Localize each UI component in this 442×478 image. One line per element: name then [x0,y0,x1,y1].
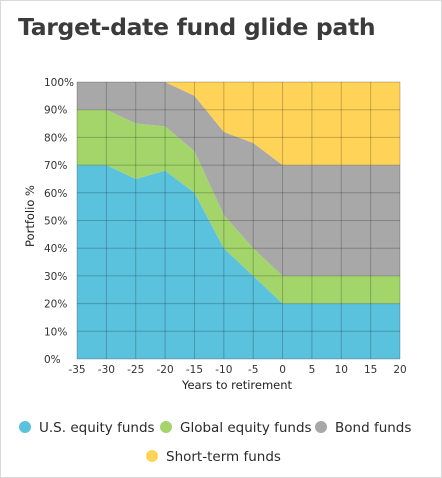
legend-label: Short-term funds [166,449,281,465]
legend-swatch [160,421,172,433]
y-tick-label: 0% [44,354,61,366]
y-tick-label: 20% [44,299,67,311]
x-tick-label: -35 [68,364,85,376]
x-tick-labels: -35 -30 -25 -20 -15 -10 -5 0 5 10 15 20 [68,364,406,376]
x-tick-label: 20 [393,364,406,376]
y-tick-label: 60% [44,188,67,200]
area-global-equity-funds [77,109,400,304]
legend-label: Global equity funds [180,420,312,436]
x-tick-label: 10 [335,364,348,376]
y-axis-label: Portfolio % [23,185,37,247]
grid-layer [76,81,401,360]
x-tick-label: 5 [309,364,316,376]
y-tick-label: 70% [44,160,67,172]
x-tick-label: 15 [364,364,377,376]
legend-swatch [315,421,327,433]
y-tick-label: 30% [44,271,67,283]
x-tick-label: -25 [127,364,144,376]
legend: U.S. equity funds Global equity funds Bond… [19,420,411,465]
legend-item-short-term-funds: Short-term funds [146,449,281,465]
x-tick-label: -10 [215,364,232,376]
area-short-term-funds [77,82,400,166]
y-tick-label: 40% [44,243,67,255]
y-tick-label: 100% [44,77,74,89]
y-tick-label: 90% [44,105,67,117]
legend-swatch [19,421,31,433]
legend-item-bond-funds: Bond funds [315,420,411,436]
legend-item-u-s-equity-funds: U.S. equity funds [19,420,155,436]
legend-label: U.S. equity funds [39,420,155,436]
y-tick-labels: 0% 10% 20% 30% 40% 50% 60% 70% 80% 90% 100% [44,77,74,366]
x-axis-label: Years to retirement [181,378,293,392]
chart-title: Target-date fund glide path [18,13,376,41]
y-tick-label: 80% [44,132,67,144]
x-tick-label: -30 [98,364,115,376]
legend-item-global-equity-funds: Global equity funds [160,420,312,436]
y-tick-label: 50% [44,216,67,228]
area-layer [77,82,400,359]
x-tick-label: -20 [157,364,174,376]
legend-label: Bond funds [335,420,411,436]
x-tick-label: -5 [248,364,258,376]
x-tick-label: 0 [279,364,286,376]
y-tick-label: 10% [44,326,67,338]
area-u-s-equity-funds [77,165,400,359]
legend-swatch [146,450,158,462]
area-bond-funds [77,82,400,276]
x-tick-label: -15 [186,364,203,376]
